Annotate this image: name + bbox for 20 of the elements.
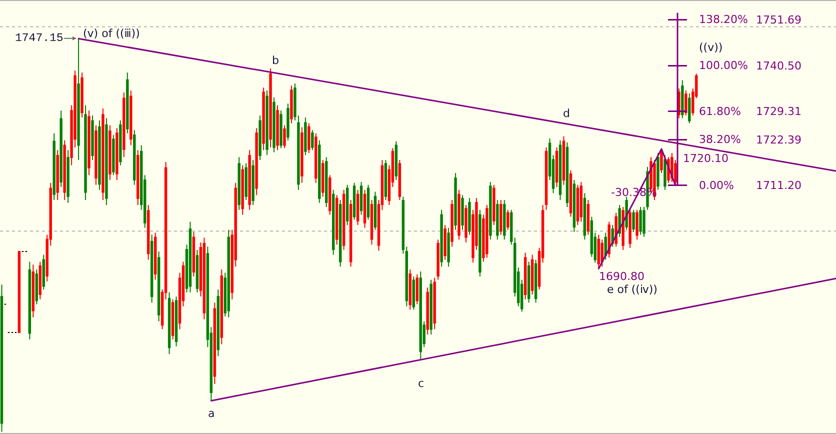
annotation: (v) of ((ⅲ)) xyxy=(83,27,140,40)
annotation: 1747.15 xyxy=(15,32,64,45)
annotation: e of ((ⅳ)) xyxy=(607,283,658,296)
annotation: b xyxy=(272,54,279,67)
annotation: 61.80% xyxy=(699,105,741,118)
annotation: 0.00% xyxy=(699,179,734,192)
y-tick-label: 1729.31 xyxy=(756,105,802,118)
y-tick-label: 1740.50 xyxy=(756,59,802,72)
y-tick-label: 1711.20 xyxy=(756,179,802,192)
annotation: c xyxy=(418,377,424,390)
y-tick-label: 1751.69 xyxy=(756,14,802,27)
y-tick-label: 1722.39 xyxy=(756,133,802,146)
annotation: 138.20% xyxy=(699,13,748,26)
annotation: a xyxy=(208,407,215,420)
annotation: ((v)) xyxy=(699,41,723,54)
annotation: d xyxy=(563,107,570,120)
annotation: 1690.80 xyxy=(599,270,644,283)
annotation: 38.20% xyxy=(699,133,741,146)
annotation: 1720.10 xyxy=(683,152,728,165)
annotation: 100.00% xyxy=(699,59,748,72)
